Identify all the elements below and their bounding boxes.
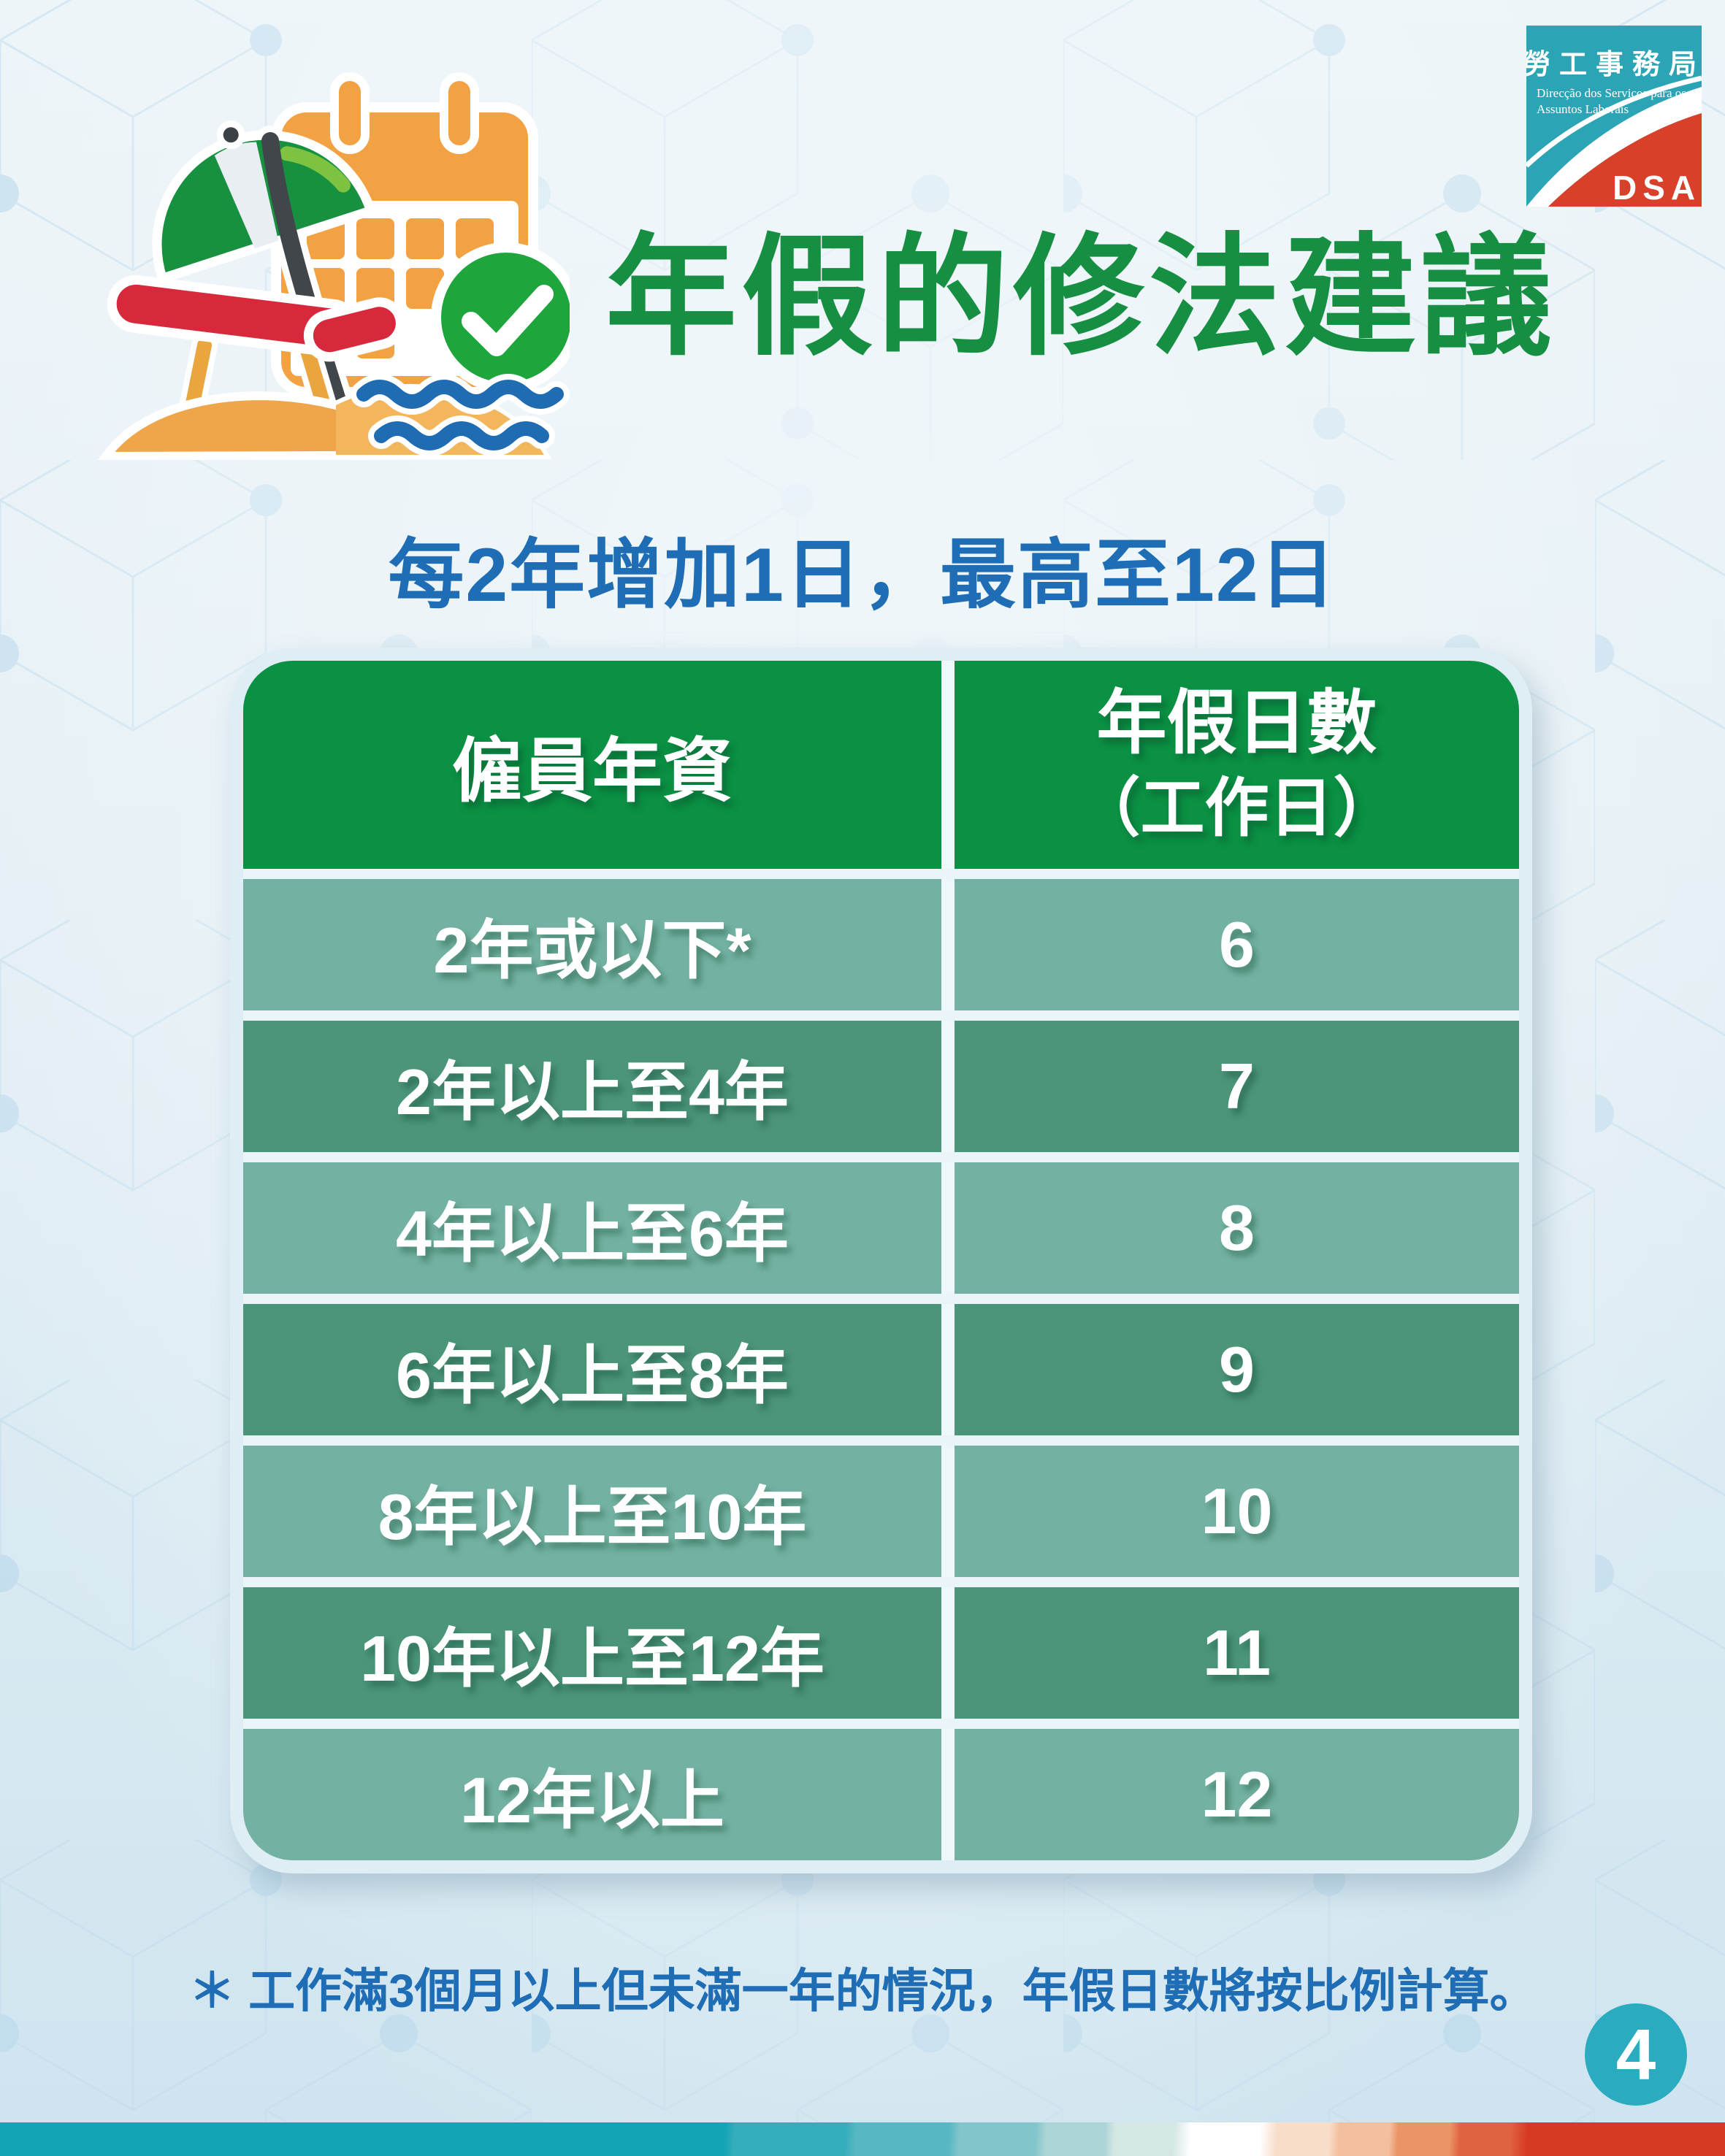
table-row: 8年以上至10年 10 bbox=[243, 1446, 1519, 1577]
column-divider bbox=[941, 879, 955, 1010]
days-cell: 6 bbox=[955, 879, 1519, 1010]
table-row: 2年以上至4年 7 bbox=[243, 1021, 1519, 1152]
years-cell: 10年以上至12年 bbox=[243, 1587, 941, 1719]
years-cell: 4年以上至6年 bbox=[243, 1162, 941, 1294]
dsal-logo: 勞工事務局 Direcção dos Serviços para os Assu… bbox=[1526, 26, 1702, 207]
header-years-cell: 僱員年資 bbox=[243, 661, 941, 869]
header-days-label: 年假日數 （工作日） bbox=[1076, 684, 1398, 844]
logo-org-pt-line2: Assuntos Laborais bbox=[1537, 102, 1629, 116]
years-cell: 2年以上至4年 bbox=[243, 1021, 941, 1152]
subtitle: 每2年增加1日，最高至12日 bbox=[388, 533, 1337, 618]
lounge-chair-icon bbox=[107, 275, 405, 440]
logo-swoosh bbox=[1526, 87, 1702, 207]
column-divider bbox=[941, 1162, 955, 1294]
leave-table-inner: 僱員年資 年假日數 （工作日） 2年或以下* 6 2年以上至4年 7 bbox=[243, 661, 1519, 1860]
vacation-calendar-icon bbox=[98, 72, 570, 460]
years-cell: 6年以上至8年 bbox=[243, 1304, 941, 1435]
page-number: 4 bbox=[1615, 2014, 1656, 2095]
years-cell: 8年以上至10年 bbox=[243, 1446, 941, 1577]
days-cell: 9 bbox=[955, 1304, 1519, 1435]
column-divider bbox=[941, 1304, 955, 1435]
table-row: 10年以上至12年 11 bbox=[243, 1587, 1519, 1719]
beach-umbrella-icon bbox=[152, 120, 376, 446]
waves-icon bbox=[351, 374, 570, 456]
table-row: 2年或以下* 6 bbox=[243, 879, 1519, 1010]
table-row: 12年以上 12 bbox=[243, 1729, 1519, 1860]
logo-org-pt-line1: Direcção dos Serviços para os bbox=[1537, 86, 1686, 100]
logo-red-triangle bbox=[1548, 113, 1702, 207]
header-years-label: 僱員年資 bbox=[452, 732, 733, 810]
leave-table: 僱員年資 年假日數 （工作日） 2年或以下* 6 2年以上至4年 7 bbox=[230, 648, 1532, 1873]
logo-org-zh: 勞工事務局 bbox=[1526, 50, 1702, 80]
column-divider bbox=[941, 661, 955, 869]
logo-acronym: DSAL bbox=[1613, 169, 1702, 207]
years-cell: 12年以上 bbox=[243, 1729, 941, 1860]
days-cell: 7 bbox=[955, 1021, 1519, 1152]
days-cell: 11 bbox=[955, 1587, 1519, 1719]
column-divider bbox=[941, 1729, 955, 1860]
table-row: 4年以上至6年 8 bbox=[243, 1162, 1519, 1294]
column-divider bbox=[941, 1446, 955, 1577]
days-cell: 12 bbox=[955, 1729, 1519, 1860]
table-row: 6年以上至8年 9 bbox=[243, 1304, 1519, 1435]
footnote: ＊ 工作滿3個月以上但未滿一年的情況，年假日數將按比例計算。 bbox=[188, 1965, 1537, 2017]
page-title: 年假的修法建議 bbox=[605, 224, 1556, 371]
days-cell: 8 bbox=[955, 1162, 1519, 1294]
column-divider bbox=[941, 1587, 955, 1719]
table-header-row: 僱員年資 年假日數 （工作日） bbox=[243, 661, 1519, 869]
header-days-cell: 年假日數 （工作日） bbox=[955, 661, 1519, 869]
page-number-badge: 4 bbox=[1585, 2003, 1687, 2106]
years-cell: 2年或以下* bbox=[243, 879, 941, 1010]
bottom-gradient-stripe bbox=[0, 2122, 1725, 2156]
logo-thin-swoosh bbox=[1526, 75, 1702, 168]
check-icon bbox=[431, 242, 570, 393]
column-divider bbox=[941, 1021, 955, 1152]
days-cell: 10 bbox=[955, 1446, 1519, 1577]
